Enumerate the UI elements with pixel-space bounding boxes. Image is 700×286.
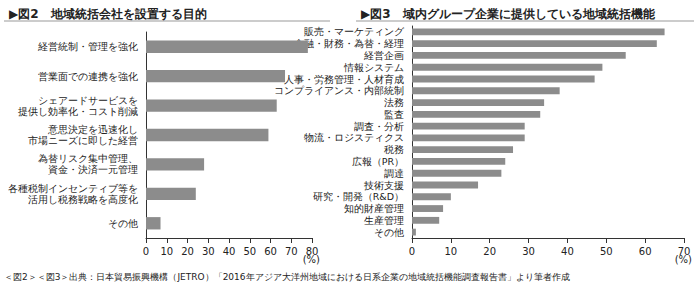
svg-text:物流・ロジスティクス: 物流・ロジスティクス <box>304 132 404 143</box>
svg-text:広報（PR）: 広報（PR） <box>352 156 404 167</box>
svg-text:提供し効率化・コスト削減: 提供し効率化・コスト削減 <box>18 106 138 117</box>
svg-text:10: 10 <box>444 246 457 257</box>
svg-text:50: 50 <box>243 246 256 257</box>
svg-text:70: 70 <box>678 246 691 257</box>
svg-text:市場ニーズに即した経営: 市場ニーズに即した経営 <box>28 135 138 146</box>
svg-text:監査: 監査 <box>384 109 404 120</box>
svg-text:調達: 調達 <box>384 168 404 179</box>
svg-text:＜図2＞＜図3＞出典：日本貿易振興機構（JETRO）「201: ＜図2＞＜図3＞出典：日本貿易振興機構（JETRO）「2016年アジア大洋州地域… <box>4 272 570 282</box>
svg-text:その他: その他 <box>108 218 138 229</box>
svg-text:情報システム: 情報システム <box>343 62 404 73</box>
svg-text:30: 30 <box>522 246 535 257</box>
svg-text:▶図2 地域統括会社を設置する目的: ▶図2 地域統括会社を設置する目的 <box>9 7 207 21</box>
svg-text:意思決定を迅速化し: 意思決定を迅速化し <box>47 124 138 135</box>
svg-text:研究・開発（R&D）: 研究・開発（R&D） <box>313 191 404 202</box>
svg-text:法務: 法務 <box>384 97 404 108</box>
svg-text:資金・決済一元管理: 資金・決済一元管理 <box>48 164 138 175</box>
svg-text:コンプライアンス・内部統制: コンプライアンス・内部統制 <box>274 85 404 96</box>
svg-text:営業面での連携を強化: 営業面での連携を強化 <box>38 71 138 82</box>
svg-text:経営統制・管理を強化: 経営統制・管理を強化 <box>37 41 138 52</box>
svg-text:経営企画: 経営企画 <box>363 50 404 61</box>
svg-text:その他: その他 <box>374 227 404 238</box>
svg-text:活用し税務戦略を高度化: 活用し税務戦略を高度化 <box>28 194 138 205</box>
svg-text:各種税制インセンティブ等を: 各種税制インセンティブ等を <box>8 183 138 194</box>
svg-text:0: 0 <box>143 246 149 257</box>
svg-text:40: 40 <box>561 246 574 257</box>
svg-text:30: 30 <box>202 246 215 257</box>
svg-text:70: 70 <box>285 246 298 257</box>
svg-text:生産管理: 生産管理 <box>364 215 404 226</box>
svg-text:60: 60 <box>264 246 277 257</box>
svg-text:50: 50 <box>600 246 613 257</box>
svg-text:知的財産管理: 知的財産管理 <box>344 203 404 214</box>
svg-text:調査・分析: 調査・分析 <box>354 121 404 132</box>
svg-text:20: 20 <box>483 246 496 257</box>
svg-text:金融・財務・為替・経理: 金融・財務・為替・経理 <box>294 38 404 49</box>
svg-text:40: 40 <box>223 246 236 257</box>
svg-text:技術支援: 技術支援 <box>363 180 404 191</box>
svg-text:為替リスク集中管理、: 為替リスク集中管理、 <box>38 153 138 164</box>
svg-text:シェアードサービスを: シェアードサービスを <box>38 95 138 106</box>
svg-text:60: 60 <box>639 246 652 257</box>
svg-text:80: 80 <box>306 246 319 257</box>
svg-text:▶図3 域内グループ企業に提供している地域統括機能: ▶図3 域内グループ企業に提供している地域統括機能 <box>361 7 656 21</box>
svg-text:販売・マーケティング: 販売・マーケティング <box>304 26 405 37</box>
svg-text:税務: 税務 <box>384 144 404 155</box>
svg-text:20: 20 <box>181 246 194 257</box>
svg-text:0: 0 <box>409 246 415 257</box>
svg-text:人事・労務管理・人材育成: 人事・労務管理・人材育成 <box>284 74 404 85</box>
svg-text:10: 10 <box>160 246 173 257</box>
